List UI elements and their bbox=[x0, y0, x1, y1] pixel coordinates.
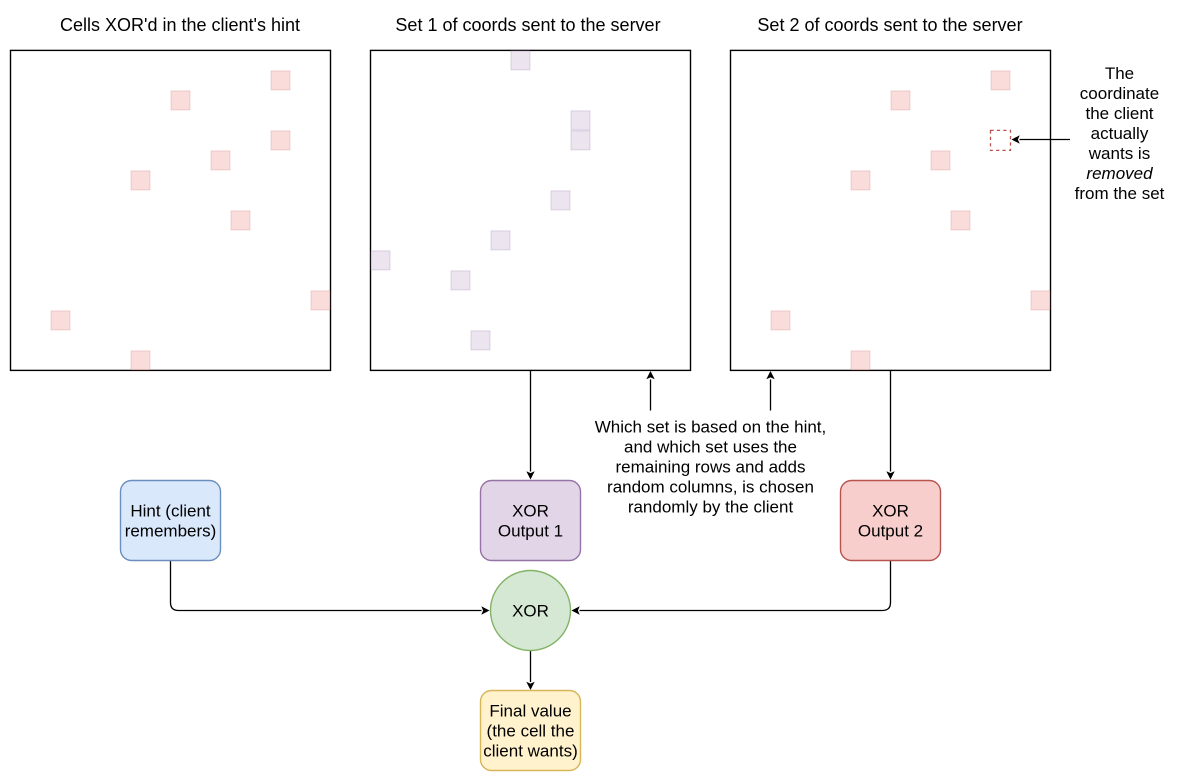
svg-text:remaining rows and adds: remaining rows and adds bbox=[616, 457, 806, 476]
svg-text:Set 2 of coords sent to the se: Set 2 of coords sent to the server bbox=[757, 15, 1022, 35]
svg-text:Set 1 of coords sent to the se: Set 1 of coords sent to the server bbox=[395, 15, 660, 35]
svg-text:(the cell the: (the cell the bbox=[487, 721, 575, 740]
svg-text:coordinate: coordinate bbox=[1080, 84, 1159, 103]
svg-text:XOR: XOR bbox=[512, 501, 549, 520]
svg-text:random columns, is chosen: random columns, is chosen bbox=[607, 477, 814, 496]
svg-text:client wants): client wants) bbox=[483, 741, 577, 760]
svg-text:from the set: from the set bbox=[1075, 184, 1165, 203]
svg-text:Final value: Final value bbox=[489, 701, 571, 720]
svg-text:The: The bbox=[1105, 64, 1134, 83]
svg-text:Hint (client: Hint (client bbox=[130, 501, 211, 520]
svg-text:XOR: XOR bbox=[512, 601, 549, 620]
svg-text:wants is: wants is bbox=[1088, 144, 1150, 163]
svg-text:remembers): remembers) bbox=[125, 521, 217, 540]
svg-text:removed: removed bbox=[1086, 164, 1153, 183]
svg-text:Output 2: Output 2 bbox=[858, 521, 923, 540]
svg-text:Output 1: Output 1 bbox=[498, 521, 563, 540]
svg-text:and which set uses the: and which set uses the bbox=[624, 437, 797, 456]
svg-text:actually: actually bbox=[1091, 124, 1149, 143]
svg-text:Which set is based on the hint: Which set is based on the hint, bbox=[595, 417, 827, 436]
svg-text:XOR: XOR bbox=[872, 501, 909, 520]
svg-text:Cells XOR'd in the client's hi: Cells XOR'd in the client's hint bbox=[60, 15, 300, 35]
svg-text:the client: the client bbox=[1085, 104, 1153, 123]
svg-text:randomly by the client: randomly by the client bbox=[628, 497, 794, 516]
